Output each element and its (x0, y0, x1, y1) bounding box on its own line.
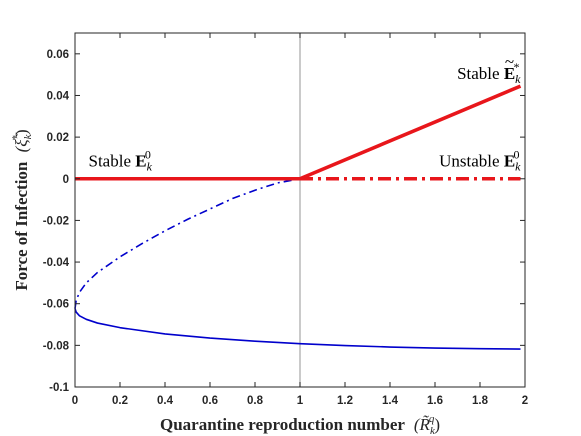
x-axis-title: Quarantine reproduction number (R̃kq) (160, 413, 440, 436)
x-tick-label: 2 (522, 395, 528, 407)
series-endemic-stable (299, 84, 522, 181)
x-tick-label: 0.8 (247, 395, 264, 407)
label-stable-endemic: Stable Ek* (457, 60, 521, 86)
x-tick-label: 1.6 (427, 395, 443, 407)
series-branch-unstable (74, 177, 301, 309)
series-layer (74, 84, 522, 350)
x-tick-label: 0.6 (202, 395, 218, 407)
y-tick-label: 0 (63, 174, 69, 186)
x-tick-label: 0.4 (157, 395, 174, 407)
y-tick-label: 0.06 (47, 49, 69, 61)
y-tick-label: -0.08 (43, 340, 70, 352)
series-branch-stable (74, 308, 521, 350)
label-unstable-dfe: Unstable Ek0 (439, 147, 521, 173)
y-axis-title: Force of Infection (ξ̃k*) (10, 129, 34, 290)
x-tick-label: 1.8 (472, 395, 489, 407)
tilde-accent: ~ (505, 52, 514, 71)
y-tick-label: -0.02 (43, 215, 69, 227)
x-tick-label: 1.4 (382, 395, 399, 407)
y-tick-label: -0.06 (43, 299, 69, 311)
x-tick-label: 1 (297, 395, 304, 407)
x-tick-label: 1.2 (337, 395, 353, 407)
label-stable-dfe: Stable Ek0 (89, 147, 153, 173)
x-tick-label: 0.2 (112, 395, 128, 407)
y-tick-label: 0.04 (47, 90, 70, 102)
y-tick-label: -0.1 (49, 382, 69, 394)
tick-labels-layer: 0 0.2 0.4 0.6 0.8 1 1.2 1.4 1.6 1.8 2 -0.1 -0.08 -0.0… (43, 49, 528, 407)
y-tick-label: -0.04 (43, 257, 70, 269)
axes-layer (74, 32, 526, 388)
annotation-layer: Stable Ek0 Unstable Ek0 Stable Ek*~ (89, 52, 522, 173)
y-tick-label: 0.02 (47, 132, 69, 144)
x-tick-label: 0 (72, 395, 78, 407)
